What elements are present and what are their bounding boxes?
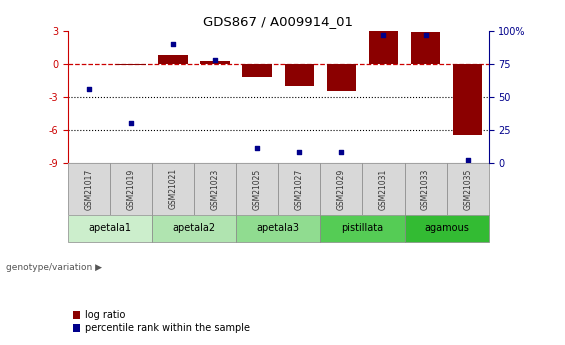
Bar [320,215,405,242]
Text: pistillata: pistillata [341,223,384,233]
Text: apetala2: apetala2 [172,223,216,233]
Text: agamous: agamous [424,223,469,233]
Text: GSM21023: GSM21023 [211,168,220,209]
Bar [236,215,320,242]
Bar [363,162,405,215]
Bar [158,55,188,64]
Text: GSM21019: GSM21019 [127,168,136,209]
Bar [411,32,440,64]
Point [379,32,388,38]
Bar [68,215,152,242]
Bar [327,64,356,91]
Text: GSM21035: GSM21035 [463,168,472,209]
Bar [116,64,146,65]
Point [295,149,304,155]
Bar [152,215,236,242]
Text: GSM21031: GSM21031 [379,168,388,209]
Bar [236,162,279,215]
Bar [405,215,489,242]
Bar [242,64,272,77]
Text: genotype/variation ▶: genotype/variation ▶ [6,263,102,272]
Point [253,145,262,151]
Bar [405,162,447,215]
Bar [278,162,320,215]
Bar [369,30,398,64]
Bar [320,162,363,215]
Text: GSM21027: GSM21027 [295,168,304,209]
Point [168,41,177,47]
Title: GDS867 / A009914_01: GDS867 / A009914_01 [203,16,353,29]
Point [211,57,220,63]
Bar [68,162,110,215]
Bar [453,64,483,135]
Bar [110,162,152,215]
Bar [194,162,236,215]
Point [127,120,136,126]
Text: GSM21017: GSM21017 [84,168,93,209]
Bar [446,162,489,215]
Bar [152,162,194,215]
Text: apetala3: apetala3 [257,223,300,233]
Bar [285,64,314,86]
Point [463,157,472,163]
Bar [201,61,230,64]
Legend: log ratio, percentile rank within the sample: log ratio, percentile rank within the sa… [73,310,250,333]
Point [421,32,430,38]
Text: GSM21033: GSM21033 [421,168,430,209]
Text: GSM21021: GSM21021 [168,168,177,209]
Point [84,86,93,92]
Text: GSM21029: GSM21029 [337,168,346,209]
Point [337,149,346,155]
Text: GSM21025: GSM21025 [253,168,262,209]
Text: apetala1: apetala1 [88,223,132,233]
